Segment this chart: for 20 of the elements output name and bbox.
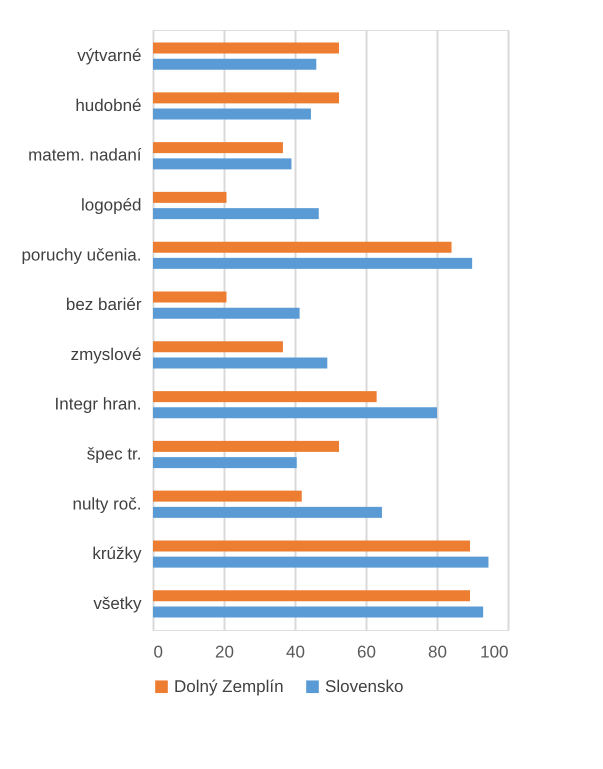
y-tick-label: Integr hran. xyxy=(54,394,142,414)
x-tick-label: 100 xyxy=(480,642,508,662)
x-tick-label: 20 xyxy=(215,642,234,662)
y-tick-label: matem. nadaní xyxy=(28,146,142,165)
y-tick-label: krúžky xyxy=(92,544,142,564)
x-tick-label: 80 xyxy=(428,642,447,662)
legend-label: Slovensko xyxy=(325,676,404,696)
legend-label: Dolný Zemplín xyxy=(174,676,284,696)
y-tick-label: logopéd xyxy=(80,196,142,215)
x-tick-label: 40 xyxy=(286,642,305,662)
y-tick-label: poruchy učenia. xyxy=(21,245,142,264)
y-tick-label: nulty roč. xyxy=(72,494,142,514)
y-tick-label: hudobné xyxy=(75,96,142,115)
y-tick-label: výtvarné xyxy=(77,46,142,66)
x-tick-label: 60 xyxy=(357,642,376,662)
x-tick-label: 0 xyxy=(154,642,163,662)
y-tick-label: špec tr. xyxy=(86,444,142,464)
y-tick-label: bez bariér xyxy=(66,295,142,314)
y-tick-label: zmyslové xyxy=(70,344,142,364)
y-tick-label: všetky xyxy=(93,594,142,613)
